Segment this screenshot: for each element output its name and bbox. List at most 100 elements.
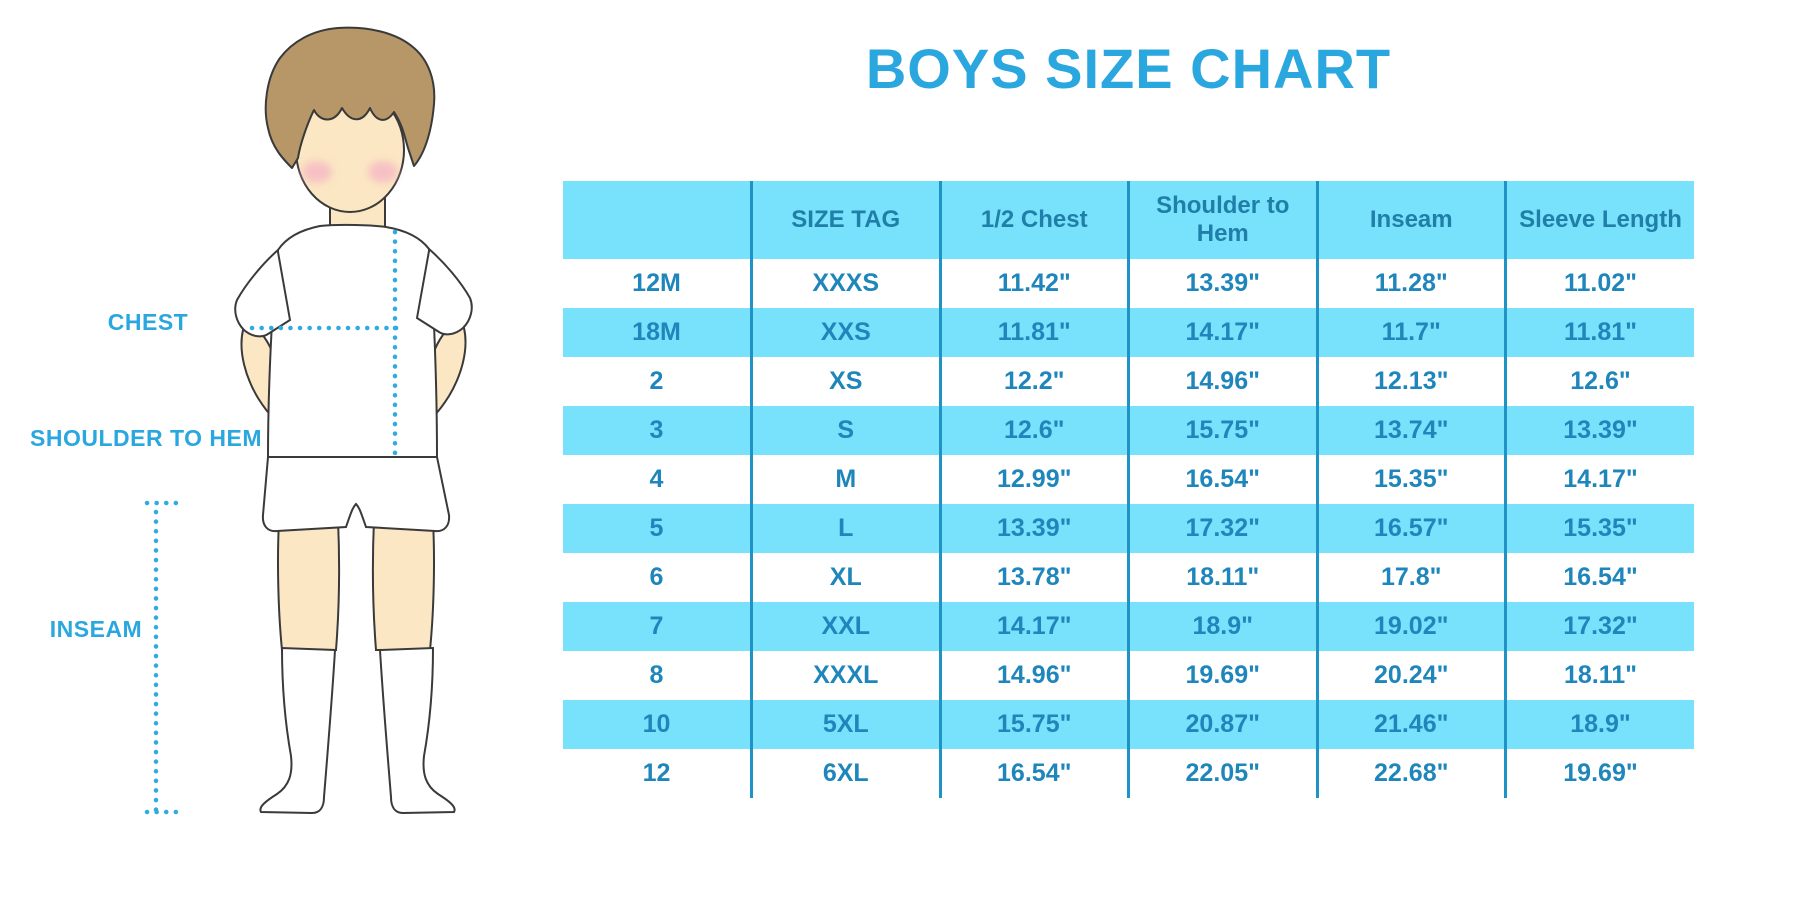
table-cell: 6 <box>649 563 664 591</box>
table-cell: 15.35" <box>1504 504 1694 553</box>
table-cell: XXXS <box>750 259 940 308</box>
table-cell: 12.6" <box>938 406 1129 455</box>
table-row: 2 XS 12.2" 14.96" 12.13" 12.6" <box>563 357 1694 406</box>
table-cell: 13.39" <box>1127 259 1317 308</box>
table-cell: XXXL <box>750 651 940 700</box>
table-cell: 13.39" <box>938 504 1129 553</box>
boy-measurement-diagram <box>144 26 473 815</box>
header-cell-blank <box>563 181 752 259</box>
table-cell: 13.74" <box>1315 406 1506 455</box>
boy-right-sleeve <box>415 246 473 336</box>
table-cell: 14.96" <box>1127 357 1317 406</box>
header-cell-size-tag: SIZE TAG <box>750 181 940 259</box>
table-cell: 19.69" <box>1127 651 1317 700</box>
header-cell-inseam: Inseam <box>1315 181 1506 259</box>
table-cell: 18.9" <box>1127 602 1317 651</box>
table-row: 6 XL 13.78" 18.11" 17.8" 16.54" <box>563 553 1694 602</box>
table-cell: 18.11" <box>1504 651 1694 700</box>
table-cell: 16.54" <box>1504 553 1694 602</box>
table-cell: 10 <box>563 700 752 749</box>
header-cell-half-chest: 1/2 Chest <box>938 181 1129 259</box>
table-cell: 13.78" <box>938 553 1129 602</box>
table-cell: 20.24" <box>1315 651 1506 700</box>
table-cell: 12.2" <box>938 357 1129 406</box>
table-row: 10 5XL 15.75" 20.87" 21.46" 18.9" <box>563 700 1694 749</box>
table-cell: 11.81" <box>938 308 1129 357</box>
boy-right-cheek <box>368 161 398 183</box>
table-cell: 4 <box>649 465 664 493</box>
table-cell: 14.17" <box>938 602 1129 651</box>
table-cell: M <box>750 455 940 504</box>
boy-right-thigh <box>371 519 435 651</box>
table-cell: 5 <box>563 504 752 553</box>
table-row: 7 XXL 14.17" 18.9" 19.02" 17.32" <box>563 602 1694 651</box>
shoulder-to-hem-label: SHOULDER TO HEM <box>30 425 262 451</box>
table-cell: 16.54" <box>1127 455 1317 504</box>
table-cell: 19.02" <box>1315 602 1506 651</box>
table-cell: 12.6" <box>1504 357 1694 406</box>
header-cell-sleeve-length: Sleeve Length <box>1504 181 1694 259</box>
table-cell: 12.99" <box>938 455 1129 504</box>
table-cell: XXL <box>750 602 940 651</box>
boy-left-sock <box>259 646 337 815</box>
table-cell: 12M <box>632 269 681 297</box>
table-cell: 17.32" <box>1504 602 1694 651</box>
table-cell: 12 <box>642 759 671 787</box>
table-row: 12 6XL 16.54" 22.05" 22.68" 19.69" <box>563 749 1694 798</box>
table-cell: 20.87" <box>1127 700 1317 749</box>
table-cell: 22.68" <box>1315 749 1506 798</box>
table-cell: S <box>750 406 940 455</box>
chest-label: CHEST <box>107 309 189 335</box>
table-cell: L <box>750 504 940 553</box>
size-table-header: SIZE TAG 1/2 Chest Shoulder to Hem Insea… <box>563 181 1694 259</box>
table-cell: 11.7" <box>1315 308 1506 357</box>
table-row: 12M XXXS 11.42" 13.39" 11.28" 11.02" <box>563 259 1694 308</box>
table-cell: 18.9" <box>1504 700 1694 749</box>
boy-hair <box>264 26 436 169</box>
table-row: 4 M 12.99" 16.54" 15.35" 14.17" <box>563 455 1694 504</box>
table-cell: 14.17" <box>1127 308 1317 357</box>
boy-left-sleeve <box>234 247 292 338</box>
boy-left-thigh <box>277 519 341 651</box>
table-cell: 11.28" <box>1315 259 1506 308</box>
table-cell: 15.35" <box>1315 455 1506 504</box>
table-row: 5 L 13.39" 17.32" 16.57" 15.35" <box>563 504 1694 553</box>
boys-size-table: SIZE TAG 1/2 Chest Shoulder to Hem Insea… <box>563 181 1694 798</box>
inseam-label: INSEAM <box>49 616 143 642</box>
table-row: 18M XXS 11.81" 14.17" 11.7" 11.81" <box>563 308 1694 357</box>
table-cell: XXS <box>750 308 940 357</box>
table-cell: 16.57" <box>1315 504 1506 553</box>
table-cell: 17.32" <box>1127 504 1317 553</box>
table-row: 8 XXXL 14.96" 19.69" 20.24" 18.11" <box>563 651 1694 700</box>
table-cell: 6XL <box>750 749 940 798</box>
table-cell: 15.75" <box>938 700 1129 749</box>
table-cell: 21.46" <box>1315 700 1506 749</box>
table-cell: 14.17" <box>1504 455 1694 504</box>
table-cell: 13.39" <box>1504 406 1694 455</box>
table-cell: XL <box>750 553 940 602</box>
table-row: 3 S 12.6" 15.75" 13.74" 13.39" <box>563 406 1694 455</box>
table-cell: 12.13" <box>1315 357 1506 406</box>
table-cell: 15.75" <box>1127 406 1317 455</box>
table-cell: 14.96" <box>938 651 1129 700</box>
table-cell: 18.11" <box>1127 553 1317 602</box>
table-cell: 17.8" <box>1315 553 1506 602</box>
boy-shirt <box>266 223 439 458</box>
table-cell: 11.02" <box>1504 259 1694 308</box>
table-cell: 18M <box>563 308 752 357</box>
table-cell: 2 <box>649 367 664 395</box>
table-cell: 22.05" <box>1127 749 1317 798</box>
table-cell: 8 <box>649 661 664 689</box>
boy-shorts <box>261 456 451 533</box>
table-cell: XS <box>750 357 940 406</box>
size-table-body: 12M XXXS 11.42" 13.39" 11.28" 11.02" 18M XXS 11.… <box>563 259 1694 798</box>
table-cell: 3 <box>563 406 752 455</box>
table-cell: 5XL <box>750 700 940 749</box>
header-row: SIZE TAG 1/2 Chest Shoulder to Hem Insea… <box>563 181 1694 259</box>
page-title: BOYS SIZE CHART <box>865 37 1392 100</box>
table-cell: 7 <box>563 602 752 651</box>
table-cell: 19.69" <box>1504 749 1694 798</box>
table-cell: 11.81" <box>1504 308 1694 357</box>
boy-right-sock <box>378 646 456 815</box>
